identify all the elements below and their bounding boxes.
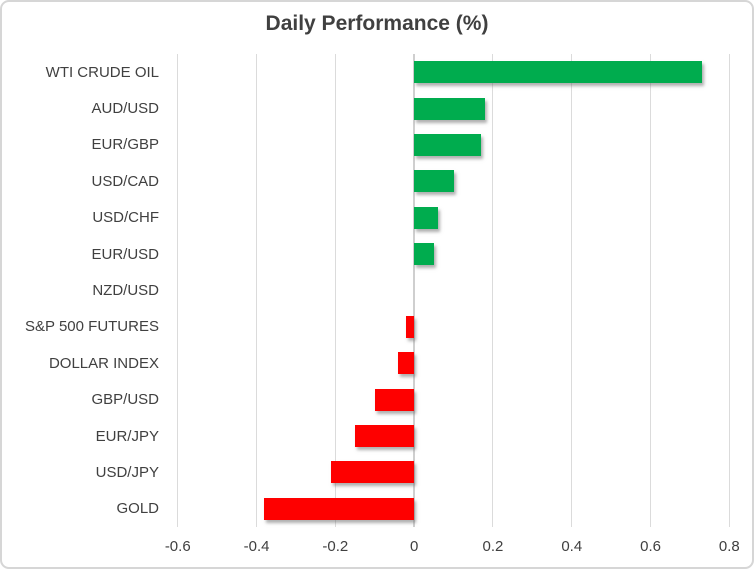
x-tick-label: -0.4 xyxy=(243,538,270,555)
bar-usd-jpy xyxy=(331,461,415,484)
bar-gold xyxy=(264,497,415,520)
zero-axis-line xyxy=(413,54,416,527)
category-label-usd-chf: USD/CHF xyxy=(92,209,159,227)
category-label-gold: GOLD xyxy=(116,500,159,518)
bar-dollar-index xyxy=(398,352,415,375)
x-tick-label: 0.4 xyxy=(561,538,583,555)
bar-eur-usd xyxy=(414,243,434,266)
chart-title: Daily Performance (%) xyxy=(265,12,489,35)
bar-wti-crude-oil xyxy=(414,61,702,84)
bar-usd-cad xyxy=(414,170,454,193)
x-tick-label: 0 xyxy=(409,538,419,555)
x-tick-label: 0.6 xyxy=(640,538,661,555)
gridline xyxy=(256,54,258,527)
bar-usd-chf xyxy=(414,206,438,229)
category-label-wti-crude-oil: WTI CRUDE OIL xyxy=(45,63,159,81)
category-label-gbp-usd: GBP/USD xyxy=(91,391,159,409)
gridline xyxy=(728,54,730,527)
category-label-aud-usd: AUD/USD xyxy=(91,100,159,118)
category-label-usd-cad: USD/CAD xyxy=(91,172,159,190)
gridline xyxy=(571,54,573,527)
gridline xyxy=(334,54,336,527)
bar-aud-usd xyxy=(414,97,486,120)
category-label-eur-usd: EUR/USD xyxy=(91,245,159,263)
x-tick-label: 0.8 xyxy=(718,538,740,555)
gridline xyxy=(177,54,179,527)
category-label-eur-gbp: EUR/GBP xyxy=(91,136,159,154)
category-label-dollar-index: DOLLAR INDEX xyxy=(48,354,159,372)
category-label-s-p-500-futures: S&P 500 FUTURES xyxy=(25,318,159,336)
bar-eur-jpy xyxy=(355,425,415,448)
x-tick-label: -0.2 xyxy=(322,538,349,555)
category-label-eur-jpy: EUR/JPY xyxy=(95,427,159,445)
bar-s-p-500-futures xyxy=(406,315,415,338)
bar-eur-gbp xyxy=(414,133,482,156)
category-label-usd-jpy: USD/JPY xyxy=(95,463,159,481)
plot-area xyxy=(162,54,752,527)
x-tick-label: 0.2 xyxy=(482,538,504,555)
gridline xyxy=(650,54,652,527)
gridline xyxy=(492,54,494,527)
category-label-nzd-usd: NZD/USD xyxy=(92,281,159,299)
x-tick-label: -0.6 xyxy=(164,538,191,555)
bar-gbp-usd xyxy=(374,388,415,411)
